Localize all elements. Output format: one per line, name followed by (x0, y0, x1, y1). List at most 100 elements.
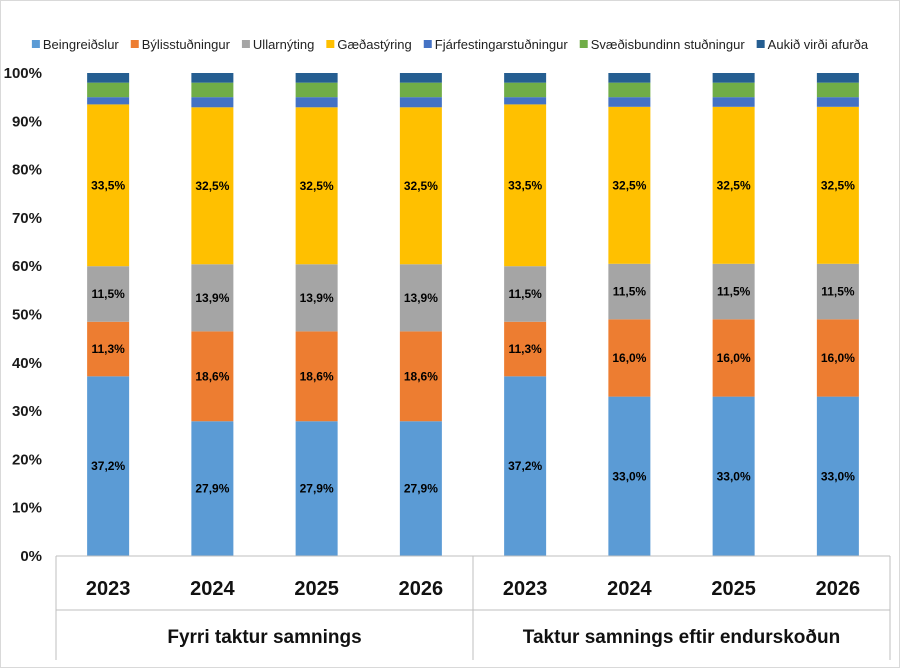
bar-segment (191, 264, 234, 332)
y-tick-label: 20% (12, 451, 42, 468)
bar-segment (608, 73, 651, 83)
bar-segment (191, 97, 234, 108)
data-label: 27,9% (300, 482, 334, 496)
bar-segment (87, 73, 130, 83)
bar-segment (399, 73, 442, 83)
legend-item: Svæðisbundinn stuðningur (579, 37, 746, 52)
data-label: 33,0% (612, 469, 646, 483)
bar-segment (816, 73, 859, 83)
legend-swatch (756, 40, 765, 48)
bar-segment (295, 107, 338, 265)
legend-item: Aukið virði afurða (756, 37, 869, 52)
y-tick-label: 70% (12, 210, 42, 227)
data-label: 37,2% (91, 459, 125, 473)
bar-segment (608, 396, 651, 556)
bar-segment (712, 82, 755, 98)
data-label: 16,0% (717, 351, 751, 365)
legend-swatch (31, 40, 40, 48)
data-label: 32,5% (612, 178, 646, 192)
bar-segment (712, 263, 755, 320)
bar-segment (816, 319, 859, 397)
legend-swatch (579, 40, 588, 48)
bar-segment (295, 97, 338, 108)
legend-item: Gæðastýring (326, 37, 412, 52)
y-tick-label: 90% (12, 113, 42, 130)
legend-item: Beingreiðslur (31, 37, 120, 52)
bar-segment (399, 82, 442, 98)
bar-segment (504, 376, 547, 556)
data-label: 16,0% (821, 351, 855, 365)
bar-segment (399, 421, 442, 556)
bar-segment (87, 266, 130, 322)
bar-segment (712, 396, 755, 556)
data-label: 32,5% (717, 178, 751, 192)
bar-segment (504, 266, 547, 322)
bar-segment (87, 104, 130, 267)
bar-segment (816, 106, 859, 264)
x-tick-label: 2023 (503, 578, 548, 600)
legend-label: Aukið virði afurða (768, 37, 869, 52)
bar-segment (504, 104, 547, 267)
data-label: 18,6% (404, 369, 438, 383)
data-label: 33,5% (508, 178, 542, 192)
bar-segment (816, 82, 859, 98)
legend-label: Ullarnýting (253, 37, 314, 52)
x-tick-label: 2023 (86, 578, 131, 600)
bar-segment (399, 97, 442, 108)
data-label: 18,6% (195, 369, 229, 383)
y-tick-label: 0% (20, 548, 42, 565)
group-label: Taktur samnings eftir endurskoðun (523, 627, 840, 648)
bar-segment (87, 321, 130, 377)
bar-segment (295, 331, 338, 422)
data-label: 32,5% (195, 179, 229, 193)
y-tick-label: 10% (12, 500, 42, 517)
bar-segment (608, 263, 651, 320)
x-tick-label: 2024 (607, 578, 652, 600)
data-label: 11,5% (717, 285, 751, 299)
legend: Beingreiðslur Býlisstuðningur Ullarnýting G… (31, 37, 869, 52)
data-label: 37,2% (508, 459, 542, 473)
legend-swatch (130, 40, 139, 48)
data-label: 32,5% (404, 179, 438, 193)
y-tick-label: 100% (4, 65, 42, 82)
data-label: 11,3% (508, 342, 542, 356)
data-label: 11,5% (91, 287, 125, 301)
bar-segment (504, 321, 547, 377)
bar-segment (712, 73, 755, 83)
legend-item: Býlisstuðningur (130, 37, 231, 52)
bar-segment (816, 263, 859, 320)
x-tick-label: 2025 (294, 578, 339, 600)
legend-item: Ullarnýting (241, 37, 314, 52)
data-label: 32,5% (300, 179, 334, 193)
bar-segment (712, 319, 755, 397)
bar-segment (399, 264, 442, 332)
x-tick-label: 2024 (190, 578, 235, 600)
data-label: 32,5% (821, 178, 855, 192)
legend-label: Svæðisbundinn stuðningur (591, 37, 746, 52)
legend-label: Fjárfestingarstuðningur (435, 37, 569, 52)
bar-segment (399, 331, 442, 422)
bar-segment (295, 421, 338, 556)
y-tick-label: 30% (12, 403, 42, 420)
data-label: 11,3% (91, 342, 125, 356)
bar-segment (399, 107, 442, 265)
y-tick-label: 40% (12, 355, 42, 372)
data-label: 33,0% (717, 469, 751, 483)
legend-item: Fjárfestingarstuðningur (423, 37, 569, 52)
bar-segment (87, 376, 130, 556)
data-label: 27,9% (195, 482, 229, 496)
bar-segment (295, 264, 338, 332)
data-label: 18,6% (300, 369, 334, 383)
legend-label: Beingreiðslur (43, 37, 120, 52)
bar-segment (712, 97, 755, 107)
x-tick-label: 2026 (816, 578, 861, 600)
legend-label: Gæðastýring (337, 37, 411, 52)
bar-segment (87, 97, 130, 105)
legend-label: Býlisstuðningur (142, 37, 231, 52)
y-tick-label: 50% (12, 307, 42, 324)
bar-segment (608, 82, 651, 98)
data-label: 11,5% (613, 285, 647, 299)
data-label: 13,9% (300, 291, 334, 305)
